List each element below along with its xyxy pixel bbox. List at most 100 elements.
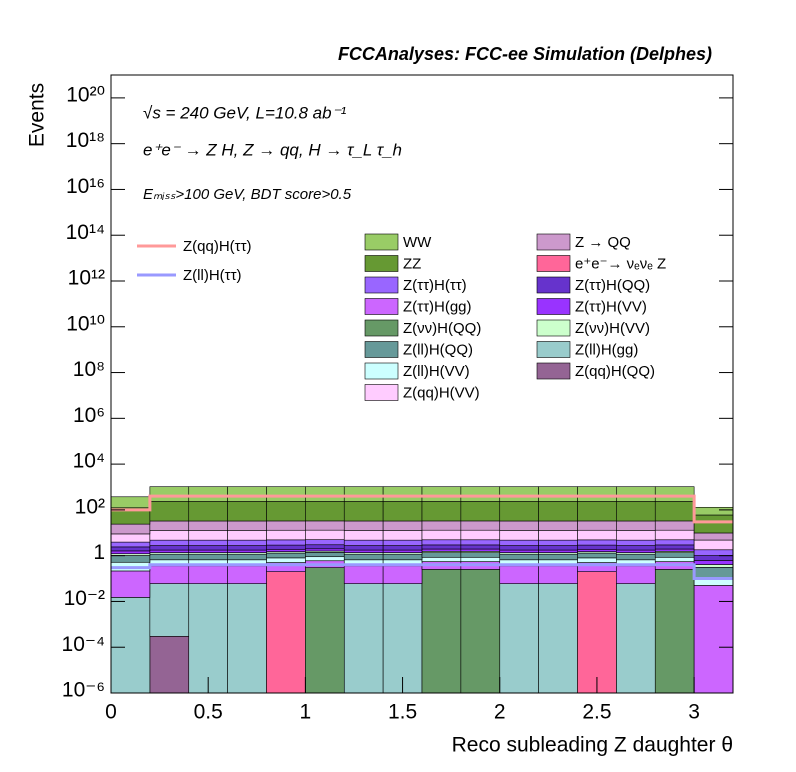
annotation: e⁺e⁻ → Z H, Z → qq, H → τ_L τ_h bbox=[143, 140, 402, 159]
histogram-segment bbox=[577, 539, 617, 546]
histogram-segment bbox=[343, 583, 384, 694]
plot-frame bbox=[110, 74, 734, 694]
histogram-segment bbox=[188, 545, 228, 551]
signal-line bbox=[111, 563, 733, 581]
histogram-segment bbox=[149, 553, 190, 561]
histogram-segment bbox=[654, 544, 695, 550]
histogram-segment bbox=[654, 501, 695, 522]
histogram-segment bbox=[343, 565, 384, 584]
x-tick-label: 1.5 bbox=[388, 701, 417, 724]
histogram-segment bbox=[499, 583, 539, 694]
histogram-segment bbox=[499, 530, 539, 541]
histogram-segment bbox=[149, 545, 190, 551]
histogram-segment bbox=[266, 544, 306, 550]
y-tick-label: 10¹⁸ bbox=[66, 129, 105, 152]
histogram-segment bbox=[149, 530, 190, 541]
histogram-segment bbox=[460, 529, 501, 541]
histogram-segment bbox=[149, 549, 190, 553]
histogram-segment bbox=[266, 539, 306, 546]
histogram-segment bbox=[693, 555, 734, 561]
histogram-segment bbox=[616, 545, 656, 551]
histogram-segment bbox=[499, 486, 539, 502]
x-tick-label: 0.5 bbox=[194, 701, 223, 724]
legend-label: Z(qq)H(VV) bbox=[403, 384, 480, 401]
x-axis-label: Reco subleading Z daughter θ bbox=[452, 734, 733, 757]
histogram-segment bbox=[382, 545, 423, 551]
histogram-segment bbox=[421, 552, 462, 558]
legend-label: Z(ll)H(gg) bbox=[575, 341, 638, 358]
histogram-segment bbox=[693, 560, 734, 565]
histogram-segment bbox=[110, 550, 151, 555]
histogram-segment bbox=[188, 501, 228, 522]
histogram-segment bbox=[693, 506, 734, 516]
legend-swatch bbox=[364, 319, 399, 337]
histogram-segment bbox=[577, 552, 617, 559]
signal-line bbox=[111, 494, 733, 524]
histogram-segment bbox=[616, 486, 656, 502]
legend-swatch bbox=[364, 298, 399, 315]
histogram-segment bbox=[227, 501, 267, 522]
histogram-segment bbox=[227, 486, 267, 502]
histogram-segment bbox=[305, 567, 345, 694]
histogram-segment bbox=[460, 552, 501, 558]
y-tick-label: 10² bbox=[75, 495, 105, 518]
histogram-segment bbox=[305, 539, 345, 546]
histogram-segment bbox=[577, 557, 617, 563]
histogram-segment bbox=[421, 529, 462, 541]
histogram-segment bbox=[149, 636, 190, 694]
histogram-segment bbox=[343, 545, 384, 551]
y-tick-label: 10⁴ bbox=[73, 450, 105, 473]
legend-swatch bbox=[364, 255, 399, 272]
histogram-segment bbox=[227, 539, 267, 546]
histogram-segment bbox=[421, 520, 462, 531]
histogram-segment bbox=[188, 549, 228, 553]
histogram-segment bbox=[343, 549, 384, 553]
histogram-segment bbox=[188, 583, 228, 694]
histogram-segment bbox=[460, 486, 501, 502]
legend-swatch bbox=[364, 362, 399, 380]
histogram-segment bbox=[305, 556, 345, 562]
histogram-segment bbox=[693, 567, 734, 578]
histogram-segment bbox=[188, 553, 228, 561]
legend-label: ZZ bbox=[403, 255, 421, 272]
legend-label: Z(νν)H(VV) bbox=[575, 320, 650, 337]
histogram-segment bbox=[382, 565, 423, 584]
legend-label: Z(ll)H(VV) bbox=[403, 363, 470, 380]
histogram-segment bbox=[266, 557, 306, 563]
histogram-segment bbox=[693, 585, 734, 694]
x-tick-label: 0 bbox=[105, 701, 117, 724]
histogram-segment bbox=[460, 544, 501, 550]
histogram-segment bbox=[382, 520, 423, 531]
x-tick-label: 2.5 bbox=[582, 701, 611, 724]
x-tick-label: 2 bbox=[494, 701, 506, 724]
y-tick-label: 10⁻² bbox=[64, 587, 105, 610]
histogram-segment bbox=[693, 564, 734, 568]
histogram-segment bbox=[305, 529, 345, 540]
histogram-segment bbox=[538, 549, 578, 553]
histogram-segment bbox=[382, 549, 423, 553]
histogram-segment bbox=[538, 486, 578, 502]
histogram-segment bbox=[499, 553, 539, 561]
histogram-segment bbox=[382, 501, 423, 522]
histogram-segment bbox=[305, 501, 345, 522]
y-tick-label: 10⁻⁶ bbox=[62, 679, 105, 702]
histogram-segment bbox=[343, 539, 384, 546]
histogram-segment bbox=[149, 520, 190, 531]
histogram-segment bbox=[382, 583, 423, 694]
legend-label: Z(ττ)H(gg) bbox=[403, 298, 472, 315]
histogram-segment bbox=[110, 541, 151, 548]
annotation: Eₘᵢₛₛ>100 GeV, BDT score>0.5 bbox=[143, 186, 352, 203]
histogram-segment bbox=[654, 569, 695, 694]
legend-label: e⁺e⁻→ νₑνₑ Z bbox=[575, 255, 666, 272]
legend-swatch bbox=[536, 276, 571, 294]
legend-label: Z(ττ)H(ττ) bbox=[403, 277, 467, 294]
legend-swatch bbox=[364, 233, 399, 251]
histogram-segment bbox=[305, 520, 345, 531]
histogram-segment bbox=[266, 520, 306, 531]
x-tick-label: 3 bbox=[688, 701, 700, 724]
histogram-segment bbox=[693, 532, 734, 541]
histogram-segment bbox=[499, 501, 539, 522]
histogram-segment bbox=[266, 486, 306, 502]
histogram-segment bbox=[382, 486, 423, 502]
